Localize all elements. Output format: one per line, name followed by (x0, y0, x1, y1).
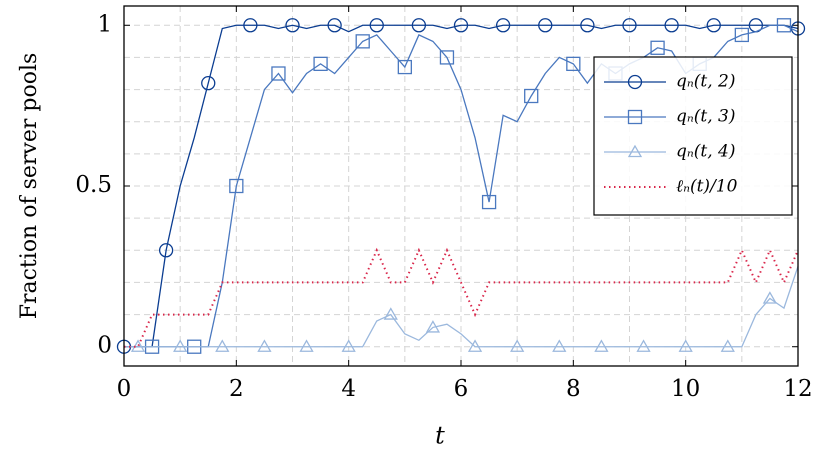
marker (706, 18, 721, 33)
marker (158, 243, 174, 258)
series-line (124, 24, 799, 348)
marker (285, 18, 300, 33)
marker (229, 178, 244, 194)
legend-label: qₙ(t, 3) (676, 107, 736, 127)
marker (720, 339, 735, 352)
marker (453, 18, 469, 33)
x-tick-label: 4 (341, 376, 356, 402)
marker (299, 339, 314, 352)
marker (173, 339, 188, 352)
marker (130, 339, 146, 352)
marker (627, 144, 643, 158)
marker (776, 18, 792, 33)
marker (594, 339, 609, 352)
marker (636, 339, 651, 352)
marker (411, 18, 427, 33)
marker (538, 18, 553, 33)
marker (327, 18, 342, 33)
y-axis-label: Fraction of server pools (17, 53, 42, 320)
marker (664, 18, 679, 33)
plot-frame (123, 5, 799, 367)
series-line (124, 247, 799, 348)
marker (481, 194, 497, 210)
marker (243, 18, 258, 33)
marker (510, 339, 525, 352)
marker (355, 34, 370, 49)
marker (552, 339, 567, 352)
marker (467, 339, 483, 352)
marker (215, 339, 230, 352)
marker (627, 109, 643, 125)
legend-label: qₙ(t, 2) (676, 72, 736, 92)
y-tick-label: 0 (97, 333, 112, 359)
x-tick-label: 6 (454, 376, 469, 402)
x-axis-label: t (435, 422, 445, 450)
marker (580, 18, 595, 33)
marker (627, 74, 643, 90)
x-tick-label: 10 (671, 376, 700, 402)
marker (734, 27, 749, 43)
marker (678, 339, 693, 352)
legend-label: qₙ(t, 4) (676, 142, 736, 162)
x-tick-label: 8 (566, 376, 581, 402)
marker (495, 18, 511, 33)
marker (762, 291, 778, 304)
marker (369, 18, 384, 33)
marker (201, 75, 216, 91)
y-tick-label: 0.5 (75, 172, 112, 198)
marker (271, 66, 286, 81)
marker (439, 50, 455, 65)
legend-box (593, 56, 793, 216)
legend: qₙ(t, 2) qₙ(t, 3) qₙ(t, 4) ℓₙ(t)/10 (593, 56, 793, 216)
x-tick-label: 12 (783, 376, 812, 402)
marker (622, 18, 637, 33)
marker (383, 307, 398, 320)
marker (397, 59, 412, 75)
marker (650, 40, 665, 55)
marker (341, 339, 356, 352)
marker (524, 88, 539, 104)
legend-label: ℓₙ(t)/10 (676, 177, 738, 197)
series-line (124, 266, 799, 348)
marker (313, 56, 328, 72)
marker (425, 320, 441, 333)
y-tick-label: 1 (97, 11, 112, 37)
x-tick-label: 0 (117, 376, 132, 402)
x-tick-label: 2 (229, 376, 244, 402)
marker (566, 56, 581, 72)
marker (257, 339, 272, 352)
